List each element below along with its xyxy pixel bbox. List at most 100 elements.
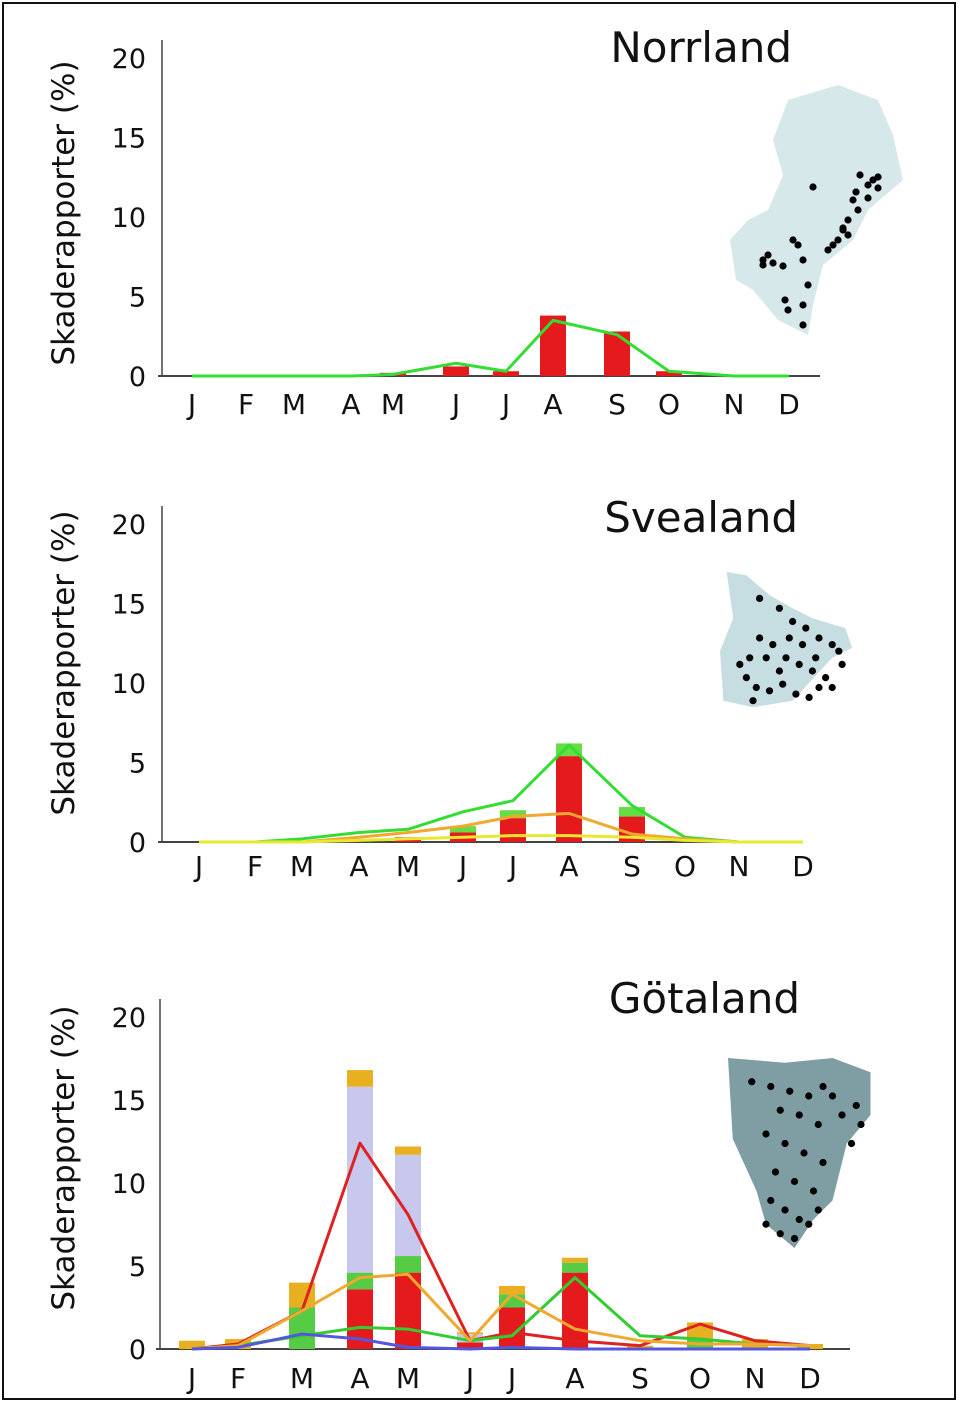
x-tick-label: M: [282, 388, 306, 421]
map-dot: [828, 641, 836, 649]
x-tick-label: M: [396, 1362, 420, 1395]
x-tick-label: J: [457, 850, 467, 883]
y-axis-label: Skaderapporter (%): [46, 510, 82, 815]
map-dot: [765, 687, 774, 695]
bar: [457, 1342, 483, 1349]
map-dot: [805, 693, 813, 701]
bar: [500, 810, 526, 819]
x-tick-label: J: [193, 850, 203, 883]
map-dot: [775, 604, 783, 612]
region-map-shape: [720, 572, 852, 708]
bar: [540, 315, 566, 376]
x-tick-label: F: [247, 850, 263, 883]
map-dot: [769, 259, 777, 267]
map-dot: [775, 667, 783, 675]
y-axis-label: Skaderapporter (%): [46, 1005, 82, 1310]
map-dot: [771, 1168, 780, 1176]
map-dot: [804, 281, 812, 289]
map-dot: [794, 241, 802, 249]
map-dot: [847, 1139, 856, 1148]
y-tick-label: 20: [112, 44, 146, 75]
bar: [443, 366, 469, 376]
map-dot: [746, 654, 754, 662]
region-map: [730, 85, 903, 335]
x-tick-label: A: [341, 388, 360, 421]
y-axis-label: Skaderapporter (%): [46, 60, 82, 365]
map-dot: [767, 1196, 775, 1205]
x-tick-label: D: [799, 1362, 821, 1395]
bar: [450, 826, 476, 833]
map-dot: [805, 1220, 813, 1228]
x-tick-label: A: [543, 388, 562, 421]
x-tick-label: S: [623, 850, 641, 883]
x-tick-label: N: [724, 388, 745, 421]
bar: [395, 1146, 421, 1155]
map-dot: [795, 1215, 803, 1224]
x-tick-label: D: [792, 850, 814, 883]
map-dot: [767, 1082, 775, 1091]
bar: [457, 1332, 483, 1335]
map-dot: [786, 1087, 794, 1095]
map-dot: [852, 1101, 860, 1110]
map-dot: [857, 1120, 865, 1129]
map-dot: [814, 1206, 822, 1214]
bar: [562, 1257, 588, 1263]
x-tick-label: A: [349, 850, 368, 883]
map-dot: [776, 1230, 784, 1238]
map-dot: [844, 216, 852, 224]
x-tick-label: J: [450, 388, 460, 421]
x-tick-label: M: [396, 850, 420, 883]
map-dot: [819, 1082, 827, 1091]
series-line: [191, 1272, 811, 1351]
map-dot: [812, 654, 820, 662]
x-tick-label: A: [565, 1362, 584, 1395]
map-dot: [874, 173, 882, 181]
x-tick-label: O: [658, 388, 680, 421]
map-dot: [762, 654, 770, 662]
y-tick-label: 5: [129, 1252, 146, 1283]
bar: [289, 1307, 315, 1349]
map-dot: [815, 634, 823, 642]
x-tick-label: J: [186, 388, 196, 421]
y-tick-label: 0: [129, 362, 146, 393]
region-map-shape: [730, 85, 903, 335]
map-dot: [790, 1234, 799, 1243]
x-tick-label: J: [186, 1362, 196, 1395]
map-dot: [856, 171, 864, 179]
map-dot: [854, 206, 862, 214]
x-tick-label: A: [350, 1362, 369, 1395]
y-tick-label: 10: [112, 203, 146, 234]
map-dot: [798, 641, 807, 649]
map-dot: [824, 246, 832, 254]
x-tick-label: N: [729, 850, 750, 883]
map-dot: [785, 634, 793, 642]
map-dot: [799, 256, 807, 264]
region-map-shape: [728, 1058, 871, 1248]
bar: [604, 331, 630, 376]
map-dot: [781, 1206, 789, 1214]
map-dot: [792, 690, 800, 698]
map-dot: [779, 262, 787, 270]
y-tick-label: 15: [112, 1086, 146, 1117]
x-tick-label: N: [745, 1362, 766, 1395]
map-dot: [864, 194, 872, 202]
map-dot: [809, 1187, 818, 1195]
region-map: [720, 572, 852, 708]
x-tick-label: J: [500, 388, 510, 421]
map-dot: [776, 1106, 784, 1114]
chart-title: Götaland: [609, 974, 800, 1023]
map-dot: [828, 683, 836, 692]
map-dot: [799, 321, 807, 329]
map-dot: [799, 301, 807, 309]
bar: [395, 1154, 421, 1257]
map-dot: [795, 1111, 803, 1119]
map-dot: [834, 236, 842, 244]
map-dot: [748, 1078, 756, 1086]
map-dot: [822, 674, 830, 682]
map-dot: [844, 231, 852, 239]
series-line: [192, 318, 789, 378]
